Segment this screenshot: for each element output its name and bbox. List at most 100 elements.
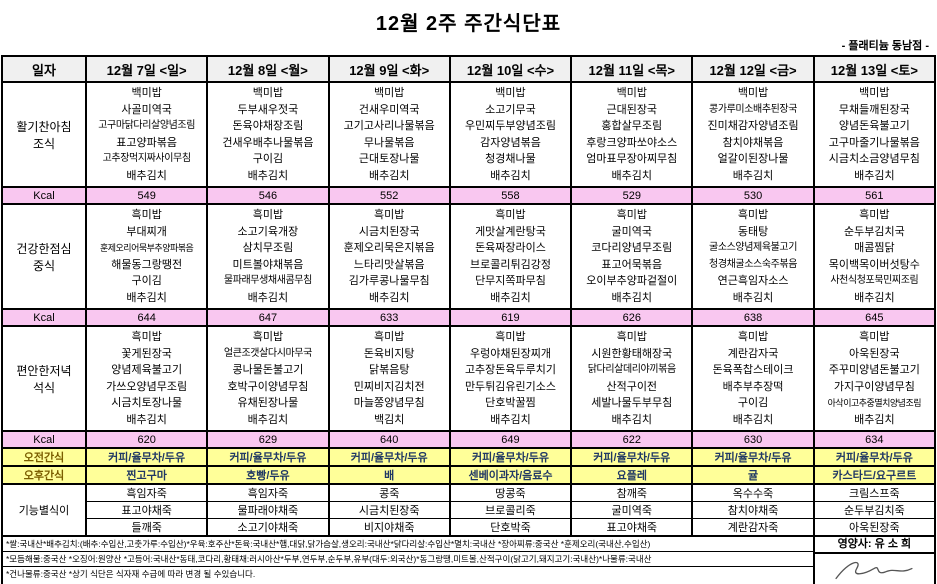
- menu-item: 표고어묵볶음: [601, 258, 663, 271]
- menu-item: 배추김치: [732, 413, 774, 426]
- menu-item: 백미밥: [859, 87, 890, 99]
- menu-item: 시금치소금양념무침: [828, 153, 920, 165]
- menu-item: 꽃게된장국: [121, 347, 172, 360]
- menu-item: 배추김치: [126, 169, 167, 182]
- kcal-value: 629: [206, 430, 330, 449]
- menu-cell: 흑미밥 부대찌개 훈제오리어묵부추양파볶음 해물동그랑땡전 구이김 배추김치: [84, 203, 209, 310]
- menu-cell: 흑미밥 꽃게된장국 양념제육불고기 가쓰오양념무조림 시금치토장나물 배추김치: [84, 325, 209, 432]
- menu-cell: 흑미밥 게맛살계란탕국 돈육짜장라이스 브로콜리튀김강정 단무지쪽파무침 배추김치: [448, 203, 573, 310]
- kcal-value: 561: [812, 186, 937, 205]
- snack-item: 커피/율무차/두유: [84, 447, 209, 467]
- menu-item: 우렁야채된장찌개: [470, 347, 551, 360]
- menu-item: 흑미밥: [616, 209, 647, 221]
- menu-item: 흑미밥: [131, 209, 162, 221]
- menu-item: 닭다리살데리야끼볶음: [587, 364, 676, 375]
- menu-item: 구이김: [252, 153, 284, 165]
- menu-cell: 흑미밥 굴미역국 코다리양념무조림 표고어묵볶음 오이부추양파겉절이 배추김치: [570, 203, 694, 310]
- menu-item: 배추부추장떡: [722, 380, 784, 393]
- menu-item: 구이김: [131, 275, 162, 287]
- menu-item: 계란감자국: [727, 347, 779, 360]
- menu-item: 배추김치: [490, 413, 531, 426]
- meal-label-line2: 조식: [32, 136, 56, 151]
- menu-cell: 흑미밥 시원한황태해장국 닭다리살데리야끼볶음 산적구이전 세발나물두부무침 배추김치: [570, 325, 694, 432]
- porridge-item: 아욱된장죽: [812, 518, 937, 537]
- menu-item: 굴미역국: [611, 225, 652, 238]
- menu-item: 사천식청포묵민찌조림: [830, 275, 919, 286]
- kcal-value: 649: [448, 430, 573, 449]
- snack-item: 커피/율무차/두유: [206, 447, 330, 467]
- day-header: 12월 10일 <수>: [448, 55, 573, 83]
- menu-item: 흑미밥: [737, 331, 769, 343]
- porridge-item: 흑임자죽: [84, 483, 209, 502]
- menu-item: 연근흑임자소스: [717, 275, 789, 287]
- kcal-row: Kcal 549 546 552 558 529 530 561: [1, 186, 937, 205]
- menu-item: 돈육야채장조림: [232, 120, 304, 132]
- menu-item: 훈제오리어묵부추양파볶음: [99, 243, 194, 253]
- menu-item: 닭볶음탕: [368, 364, 410, 376]
- menu-cell: 흑미밥 동태탕 굴소스양념제육불고기 청경채굴소스숙주볶음 연근흑임자소스 배추김치: [691, 203, 815, 310]
- menu-cell: 흑미밥 얼큰조갯살다시마무국 콩나물돈불고기 호박구이양념무침 유채된장나물 배추김치: [206, 325, 330, 432]
- kcal-value: 645: [812, 308, 937, 327]
- menu-item: 굴소스양념제육불고기: [709, 242, 798, 253]
- menu-item: 진미채감자양념조림: [707, 120, 799, 132]
- menu-item: 김가루콩나물무침: [348, 275, 430, 287]
- day-header: 12월 12일 <금>: [691, 55, 815, 83]
- kcal-row-label: Kcal: [1, 308, 87, 327]
- menu-item: 흑미밥: [374, 331, 405, 343]
- menu-item: 참치야채볶음: [722, 136, 784, 149]
- porridge-item: 표고야채죽: [84, 501, 209, 519]
- snack-row: 오후간식 찐고구마 호빵/두유 배 센베이과자/음료수 요플레 귤 카스타드/요구르트: [1, 465, 937, 485]
- porridge-item: 계란감자죽: [691, 518, 815, 537]
- kcal-value: 647: [206, 308, 330, 327]
- menu-item: 배추김치: [732, 291, 774, 304]
- menu-item: 세발나물두부무침: [591, 397, 673, 409]
- kcal-value: 633: [327, 308, 451, 327]
- kcal-value: 622: [570, 430, 694, 449]
- menu-item: 코다리양념무조림: [591, 242, 673, 254]
- snack-item: 배: [327, 465, 451, 485]
- menu-item: 양념제육불고기: [111, 364, 183, 376]
- menu-cell: 백미밥 근대된장국 홍합살무조림 후랑크양파쏘야소스 엄마표무장아찌무침 배추김치: [570, 81, 694, 188]
- menu-item: 감자양념볶음: [480, 136, 541, 149]
- meal-row-label: 편안한저녁 석식: [1, 325, 87, 432]
- menu-item: 마늘쫑양념무침: [353, 397, 425, 409]
- meal-label-line1: 편안한저녁: [16, 363, 72, 378]
- porridge-item: 브로콜리죽: [448, 501, 573, 519]
- menu-item: 백김치: [374, 413, 405, 426]
- menu-item: 배추김치: [611, 169, 652, 182]
- kcal-value: 634: [812, 430, 937, 449]
- meal-label-line2: 중식: [32, 258, 56, 273]
- menu-item: 흑미밥: [131, 331, 162, 343]
- menu-item: 백미밥: [616, 87, 647, 99]
- porridge-item: 소고기야채죽: [206, 518, 330, 537]
- menu-item: 소고기무국: [485, 103, 536, 116]
- menu-item: 배추김치: [611, 291, 652, 304]
- snack-item: 호빵/두유: [206, 465, 330, 485]
- snack-row-label: 오후간식: [1, 465, 87, 485]
- origin-note-line: *모듬해물:중국산 *오징어:원양산 *고등어:국내산*동태,코다리,황태채:러…: [3, 552, 812, 567]
- snack-item: 센베이과자/음료수: [448, 465, 573, 485]
- porridge-item: 콩죽: [327, 483, 451, 502]
- menu-item: 배추김치: [247, 291, 289, 304]
- menu-item: 흑미밥: [374, 209, 405, 221]
- menu-item: 구이김: [737, 397, 769, 409]
- meal-label-line1: 건강한점심: [16, 241, 72, 256]
- kcal-value: 529: [570, 186, 694, 205]
- day-header: 12월 13일 <토>: [812, 55, 937, 83]
- menu-cell: 흑미밥 돈육비지탕 닭볶음탕 민찌비지김치전 마늘쫑양념무침 백김치: [327, 325, 451, 432]
- menu-cell: 백미밥 사골미역국 고구마닭다리살양념조림 표고양파볶음 고추장먹지짜사이무침 배추김치: [84, 81, 209, 188]
- menu-cell: 백미밥 소고기무국 우민찌두부양념조림 감자양념볶음 청경채나물 배추김치: [448, 81, 573, 188]
- menu-item: 돈육비지탕: [363, 347, 415, 360]
- kcal-value: 640: [327, 430, 451, 449]
- porridge-item: 옥수수죽: [691, 483, 815, 502]
- menu-item: 고구마줄기나물볶음: [828, 136, 920, 149]
- menu-item: 배추김치: [854, 413, 895, 426]
- menu-item: 근대된장국: [606, 103, 658, 116]
- nutritionist-name: 영양사: 유 소 희: [815, 538, 933, 554]
- kcal-row-label: Kcal: [1, 430, 87, 449]
- porridge-item: 들깨죽: [84, 518, 209, 537]
- origin-notes: *쌀:국내산*배추김치:(배추:수입산,고춧가루:수입산)*우육:호주산*돈육:…: [1, 535, 815, 584]
- menu-item: 소고기육개장: [237, 225, 299, 238]
- menu-item: 흑미밥: [252, 209, 284, 221]
